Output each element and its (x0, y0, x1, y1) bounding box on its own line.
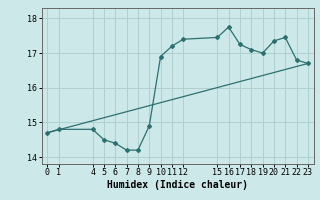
X-axis label: Humidex (Indice chaleur): Humidex (Indice chaleur) (107, 180, 248, 190)
